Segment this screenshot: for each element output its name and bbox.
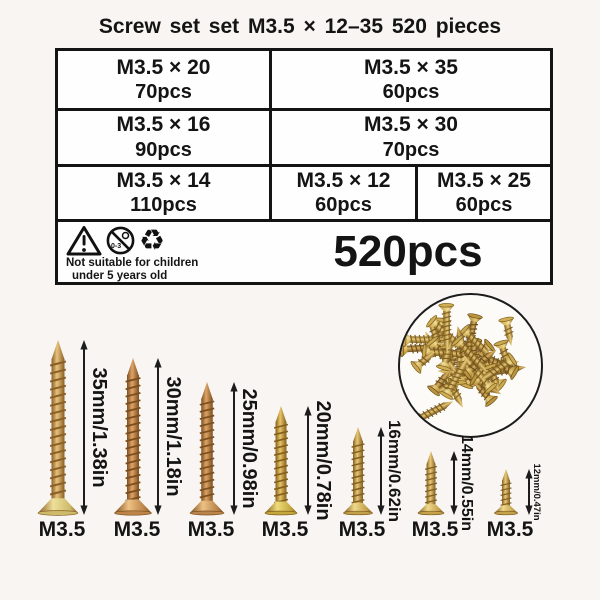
cell-qty: 60pcs — [455, 194, 513, 217]
table-row: M3.5 × 14 110pcs M3.5 × 12 60pcs M3.5 × … — [58, 166, 550, 219]
screw-size-label: M3.5 — [411, 518, 459, 541]
cell-qty: 90pcs — [135, 138, 192, 161]
dimension-arrow — [230, 382, 238, 515]
warning-caption: Not suitable for children under 5 years … — [66, 257, 266, 282]
cell-size: M3.5 × 16 — [116, 113, 211, 137]
screw-illustration — [494, 469, 518, 516]
table-footer-cell: 0-3 ♻ Not suitable for children under 5 … — [58, 222, 550, 282]
warning-icon-row: 0-3 ♻ — [66, 224, 266, 256]
cell-size: M3.5 × 20 — [116, 55, 211, 79]
dimension-arrow — [450, 451, 458, 515]
dimension-arrow — [80, 340, 88, 515]
warning-triangle-icon — [66, 226, 102, 256]
screw-dimension-label: 35mm/1.38in — [88, 367, 110, 487]
table-cell-m35x30: M3.5 × 30 70pcs — [272, 111, 550, 164]
cell-qty: 110pcs — [130, 194, 197, 217]
dimension-arrow — [377, 427, 385, 515]
screw-illustration — [37, 340, 79, 516]
table-cell-m35x25: M3.5 × 25 60pcs — [418, 166, 550, 219]
screw-illustration — [264, 406, 298, 516]
screw-size-label: M3.5 — [338, 518, 386, 541]
warning-line-2: under 5 years old — [72, 269, 168, 282]
cell-qty: 70pcs — [135, 81, 192, 104]
table-cell-m35x16: M3.5 × 16 90pcs — [58, 111, 269, 164]
screw-illustration — [189, 382, 225, 516]
table-cell-m35x35: M3.5 × 35 60pcs — [272, 51, 550, 109]
screw-dimension-label: 30mm/1.18in — [162, 376, 184, 496]
screw-dimension-label: 25mm/0.98in — [238, 388, 260, 508]
screw-illustration — [417, 451, 445, 516]
recycle-icon: ♻ — [139, 225, 165, 257]
screw-size-label: M3.5 — [187, 518, 235, 541]
dimension-arrow — [154, 358, 162, 515]
screw-size-label: M3.5 — [38, 518, 86, 541]
page-title: Screw set set M3.5 × 12–35 520 pieces — [98, 15, 502, 38]
cell-size: M3.5 × 14 — [116, 168, 211, 192]
cell-size: M3.5 × 35 — [364, 55, 458, 79]
dimension-arrow — [304, 406, 312, 515]
cell-size: M3.5 × 30 — [364, 113, 458, 137]
age-range-text: 0-3 — [111, 243, 121, 250]
table-row: 0-3 ♻ Not suitable for children under 5 … — [58, 222, 550, 282]
screw-dimension-label: 20mm/0.78in — [312, 400, 334, 520]
cell-qty: 60pcs — [315, 194, 372, 217]
cell-size: M3.5 × 12 — [296, 168, 391, 192]
screws-pile-photo — [398, 293, 543, 438]
cell-qty: 60pcs — [382, 81, 440, 104]
total-count: 520pcs — [333, 227, 483, 276]
screw-size-label: M3.5 — [113, 518, 161, 541]
screw-dimension-label: 14mm/0.55in — [458, 435, 475, 531]
screw-size-label: M3.5 — [261, 518, 309, 541]
table-cell-m35x20: M3.5 × 20 70pcs — [58, 51, 269, 109]
cell-size: M3.5 × 25 — [437, 168, 531, 192]
spec-table: M3.5 × 20 70pcs M3.5 × 35 60pcs M3.5 × 1… — [55, 48, 553, 285]
screw-illustration — [343, 427, 373, 516]
pile-photo-svg — [400, 303, 527, 431]
warning-block: 0-3 ♻ Not suitable for children under 5 … — [58, 222, 266, 282]
table-cell-m35x14: M3.5 × 14 110pcs — [58, 166, 269, 219]
table-row: M3.5 × 20 70pcs M3.5 × 35 60pcs — [58, 51, 550, 109]
no-children-under-3-icon: 0-3 — [106, 226, 135, 255]
screw-size-label: M3.5 — [486, 518, 534, 541]
screw-dimension-label: 16mm/0.62in — [385, 420, 404, 522]
screw-illustration — [114, 358, 152, 516]
screw-dimension-label: 12mm/0.47in — [531, 463, 542, 520]
table-cell-m35x12: M3.5 × 12 60pcs — [272, 166, 415, 219]
dimension-arrow — [525, 469, 533, 515]
table-row: M3.5 × 16 90pcs M3.5 × 30 70pcs — [58, 111, 550, 164]
warning-line-1: Not suitable for children — [66, 257, 199, 269]
cell-qty: 70pcs — [382, 138, 440, 161]
